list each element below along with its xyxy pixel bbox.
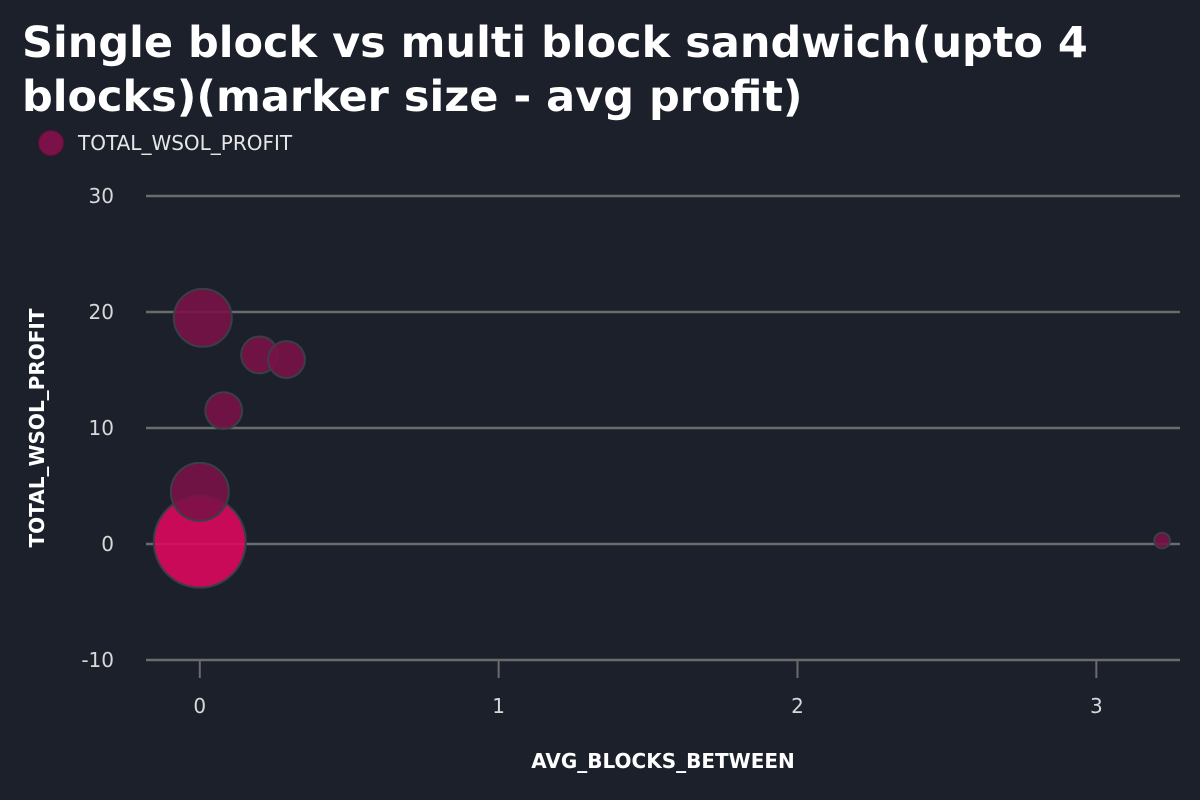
data-point[interactable] (169, 461, 230, 522)
x-axis-title: AVG_BLOCKS_BETWEEN (531, 749, 795, 773)
data-point[interactable] (204, 391, 244, 431)
x-tick-label: 0 (193, 694, 206, 718)
x-axis-ticks: 0 1 2 3 (193, 660, 1103, 718)
x-tick-label: 2 (791, 694, 804, 718)
legend-marker-icon (38, 130, 64, 156)
x-tick-label: 3 (1090, 694, 1103, 718)
legend[interactable]: TOTAL_WSOL_PROFIT (38, 130, 292, 156)
data-point[interactable] (267, 340, 306, 379)
legend-label: TOTAL_WSOL_PROFIT (78, 131, 293, 155)
data-point[interactable] (1153, 531, 1171, 550)
y-tick-label: 20 (89, 300, 114, 324)
chart-title: Single block vs multi block sandwich(upt… (22, 18, 1088, 122)
y-axis-ticks: -10 0 10 20 30 (81, 184, 114, 672)
y-tick-label: 10 (89, 416, 114, 440)
data-point[interactable] (172, 287, 233, 348)
grid-lines (146, 194, 1180, 662)
y-tick-label: -10 (81, 648, 114, 672)
y-axis-title: TOTAL_WSOL_PROFIT (25, 308, 49, 547)
data-points (152, 287, 1171, 589)
y-tick-label: 30 (89, 184, 114, 208)
x-tick-label: 1 (492, 694, 505, 718)
y-tick-label: 0 (101, 532, 114, 556)
